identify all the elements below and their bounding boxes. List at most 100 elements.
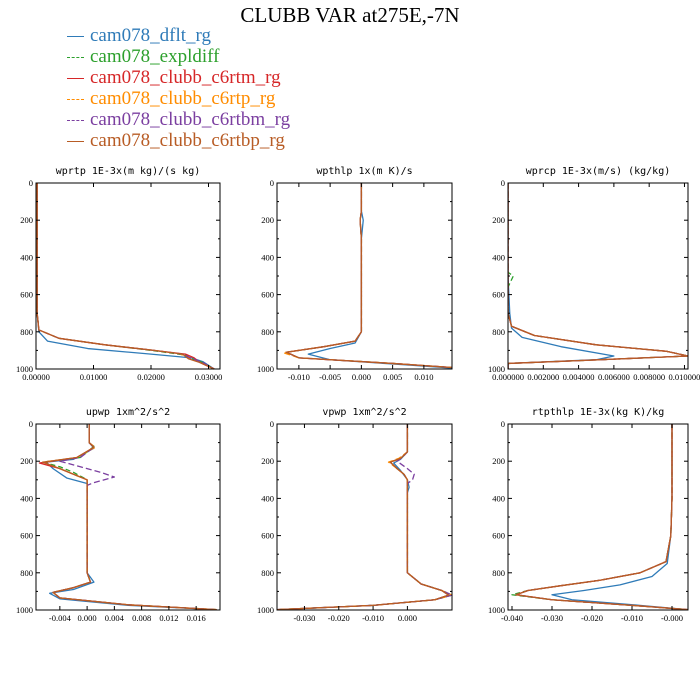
legend-swatch	[67, 99, 84, 100]
panel: vpwp 1xm^2/s^2 0 200 400 600 800 1000 -0.030 -0.…	[257, 407, 453, 623]
x-tick-label: 0.016	[187, 613, 206, 623]
y-tick-label: 600	[492, 290, 505, 300]
y-tick-label: 200	[20, 215, 33, 225]
series-line	[511, 424, 688, 611]
series-line	[515, 424, 688, 611]
y-tick-label: 400	[261, 252, 274, 262]
x-tick-label: -0.020	[328, 613, 350, 623]
y-tick-label: 800	[492, 327, 505, 337]
y-tick-label: 800	[261, 568, 274, 578]
x-tick-label: -0.030	[541, 613, 563, 623]
series-line	[277, 424, 452, 611]
series-line	[277, 424, 450, 611]
series-line	[36, 183, 215, 370]
y-tick-label: 600	[20, 290, 33, 300]
series-line	[508, 183, 615, 369]
series-line	[42, 424, 217, 611]
series-line	[285, 183, 452, 369]
panel-title: rtpthlp 1E-3x(kg K)/kg	[532, 407, 664, 418]
series-line	[307, 183, 452, 369]
legend-label: cam078_clubb_c6rtp_rg	[90, 88, 276, 109]
plot-frame	[507, 423, 689, 611]
y-tick-label: 200	[20, 456, 33, 466]
series-line	[277, 424, 450, 611]
series-line	[36, 183, 215, 370]
series-line	[285, 183, 452, 369]
panel-title: wpthlp 1x(m K)/s	[316, 166, 412, 177]
x-tick-label: 0.012	[159, 613, 178, 623]
y-tick-label: 400	[492, 493, 505, 503]
y-tick-label: 800	[492, 568, 505, 578]
panel: wprtp 1E-3x(m kg)/(s kg) 0 200 400 600 800 100…	[16, 166, 222, 382]
y-tick-label: 0	[29, 178, 33, 188]
figure-title: CLUBB VAR at275E,-7N	[240, 3, 460, 27]
series-line	[42, 424, 217, 611]
series-line	[45, 424, 217, 611]
legend-swatch	[67, 36, 84, 37]
series-group	[282, 183, 452, 369]
series-line	[277, 424, 452, 611]
legend-swatch	[67, 78, 84, 79]
x-tick-label: 0.02000	[137, 372, 165, 382]
x-tick-label: -0.010	[288, 372, 310, 382]
series-line	[508, 183, 688, 369]
x-tick-label: 0.000	[78, 613, 97, 623]
series-line	[285, 183, 452, 369]
legend-label: cam078_expldiff	[90, 46, 220, 67]
series-group	[277, 424, 452, 611]
legend-label: cam078_clubb_c6rtbm_rg	[90, 109, 291, 130]
y-tick-label: 600	[261, 531, 274, 541]
legend-label: cam078_clubb_c6rtbp_rg	[90, 130, 285, 151]
panel-title: upwp 1xm^2/s^2	[86, 407, 170, 418]
y-tick-label: 400	[492, 252, 505, 262]
y-tick-label: 400	[261, 493, 274, 503]
x-tick-label: 0.010	[414, 372, 433, 382]
y-tick-label: 200	[492, 215, 505, 225]
panel-title: wprtp 1E-3x(m kg)/(s kg)	[56, 166, 201, 177]
x-tick-label: -0.030	[293, 613, 315, 623]
x-tick-label: -0.020	[581, 613, 603, 623]
plot-frame	[276, 423, 453, 611]
x-tick-label: 0.002000	[527, 372, 559, 382]
series-line	[285, 183, 452, 369]
series-line	[515, 424, 688, 611]
y-tick-label: 0	[29, 419, 33, 429]
y-tick-label: 600	[261, 290, 274, 300]
legend-label: cam078_clubb_c6rtm_rg	[90, 67, 281, 88]
panel: upwp 1xm^2/s^2 0 200 400 600 800 1000 -0.004 0.0…	[16, 407, 221, 623]
series-group	[511, 424, 688, 611]
y-tick-label: 1000	[257, 364, 274, 374]
legend-swatch	[67, 120, 84, 121]
x-tick-label: 0.00000	[22, 372, 50, 382]
series-line	[52, 424, 217, 611]
y-tick-label: 600	[20, 531, 33, 541]
y-tick-label: 800	[20, 327, 33, 337]
x-tick-label: 0.000	[352, 372, 371, 382]
y-tick-label: 800	[20, 568, 33, 578]
series-line	[277, 424, 452, 611]
x-tick-label: 0.000	[398, 613, 417, 623]
panel: wpthlp 1x(m K)/s 0 200 400 600 800 1000 -0.010-…	[257, 166, 453, 382]
x-tick-label: -0.010	[621, 613, 643, 623]
panel-title: vpwp 1xm^2/s^2	[322, 407, 406, 418]
x-tick-label: 0.008000	[633, 372, 665, 382]
y-tick-label: 600	[492, 531, 505, 541]
y-tick-label: 1000	[16, 364, 33, 374]
series-line	[42, 424, 217, 611]
y-tick-label: 1000	[488, 364, 505, 374]
series-line	[515, 424, 688, 611]
y-tick-label: 800	[261, 327, 274, 337]
legend-swatch	[67, 57, 84, 58]
y-tick-label: 200	[261, 215, 274, 225]
series-line	[282, 183, 452, 369]
series-line	[515, 424, 688, 611]
x-tick-label: 0.010000	[669, 372, 700, 382]
x-tick-label: -0.010	[362, 613, 384, 623]
series-line	[277, 424, 450, 611]
x-tick-label: 0.006000	[598, 372, 630, 382]
x-tick-label: -0.005	[319, 372, 341, 382]
series-line	[36, 183, 215, 370]
series-line	[36, 183, 215, 370]
x-tick-label: 0.008	[132, 613, 151, 623]
